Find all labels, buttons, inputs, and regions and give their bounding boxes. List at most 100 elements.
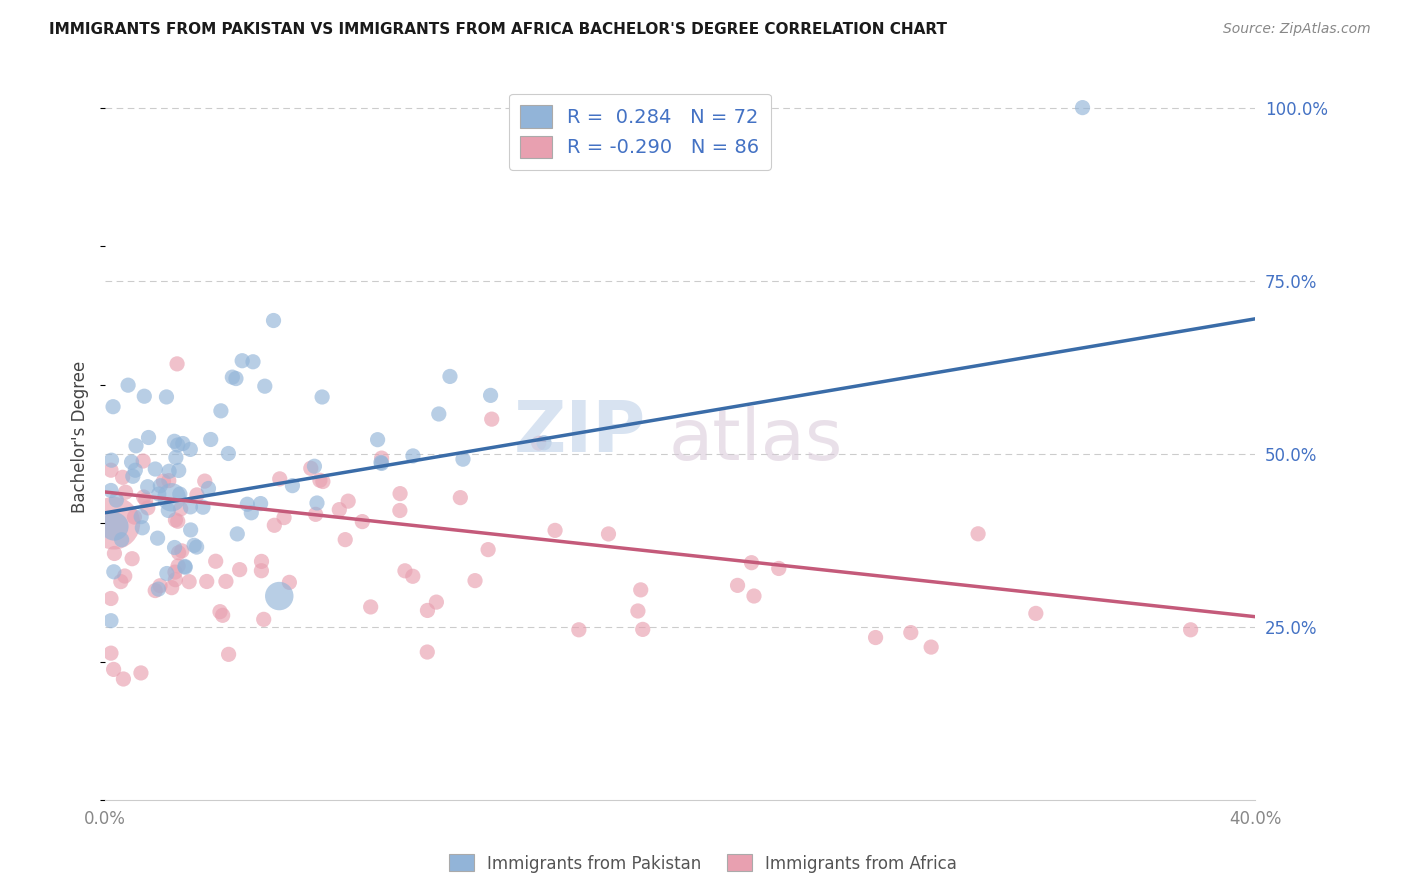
Point <box>136 500 159 515</box>
Point <box>129 509 152 524</box>
Point <box>630 582 652 597</box>
Point <box>477 542 499 557</box>
Point <box>217 446 239 460</box>
Point <box>218 648 240 662</box>
Point <box>304 508 326 522</box>
Point <box>370 455 392 469</box>
Point <box>172 436 194 450</box>
Point <box>179 500 201 514</box>
Point <box>215 574 238 589</box>
Point <box>100 591 122 606</box>
Point <box>367 433 389 447</box>
Point <box>741 556 763 570</box>
Point <box>169 487 191 501</box>
Point <box>146 531 169 545</box>
Point <box>278 575 301 590</box>
Point <box>352 515 374 529</box>
Point <box>191 500 214 515</box>
Point <box>121 551 143 566</box>
Point <box>439 369 461 384</box>
Point <box>427 407 450 421</box>
Point <box>155 390 177 404</box>
Point <box>263 518 285 533</box>
Point <box>451 452 474 467</box>
Point <box>117 378 139 392</box>
Point <box>236 497 259 511</box>
Point <box>425 595 447 609</box>
Point <box>370 457 392 471</box>
Text: atlas: atlas <box>669 406 844 475</box>
Point <box>1071 101 1094 115</box>
Point <box>269 589 291 603</box>
Point <box>166 514 188 528</box>
Point <box>304 459 326 474</box>
Point <box>1180 623 1202 637</box>
Point <box>533 435 555 450</box>
Point <box>166 438 188 452</box>
Text: Source: ZipAtlas.com: Source: ZipAtlas.com <box>1223 22 1371 37</box>
Point <box>179 442 201 457</box>
Point <box>402 569 425 583</box>
Point <box>103 516 125 531</box>
Text: ZIP: ZIP <box>513 399 645 467</box>
Point <box>394 564 416 578</box>
Point <box>328 502 350 516</box>
Point <box>305 496 328 510</box>
Point <box>160 491 183 505</box>
Point <box>631 623 654 637</box>
Point <box>124 463 146 477</box>
Point <box>544 524 567 538</box>
Point <box>152 474 174 488</box>
Point <box>167 546 190 560</box>
Point <box>174 560 197 574</box>
Point <box>273 510 295 524</box>
Point <box>211 608 233 623</box>
Point <box>226 527 249 541</box>
Point <box>209 404 232 418</box>
Point <box>742 589 765 603</box>
Point <box>481 412 503 426</box>
Point <box>163 434 186 449</box>
Legend: Immigrants from Pakistan, Immigrants from Africa: Immigrants from Pakistan, Immigrants fro… <box>443 847 963 880</box>
Point <box>240 506 263 520</box>
Point <box>163 541 186 555</box>
Point <box>179 574 201 589</box>
Point <box>263 313 285 327</box>
Point <box>208 605 231 619</box>
Point <box>121 455 143 469</box>
Point <box>167 463 190 477</box>
Point <box>143 583 166 598</box>
Point <box>402 449 425 463</box>
Point <box>186 488 208 502</box>
Point <box>157 464 180 478</box>
Point <box>370 451 392 466</box>
Point <box>148 487 170 501</box>
Point <box>242 355 264 369</box>
Point <box>627 604 650 618</box>
Point <box>228 563 250 577</box>
Point <box>249 497 271 511</box>
Point <box>768 561 790 575</box>
Point <box>865 631 887 645</box>
Point <box>967 526 990 541</box>
Point <box>166 357 188 371</box>
Point <box>312 475 335 489</box>
Point <box>112 672 135 686</box>
Point <box>269 472 291 486</box>
Point <box>253 612 276 626</box>
Point <box>598 527 620 541</box>
Point <box>299 461 322 475</box>
Point <box>1025 607 1047 621</box>
Point <box>134 389 156 403</box>
Point <box>727 578 749 592</box>
Point <box>100 614 122 628</box>
Point <box>180 523 202 537</box>
Point <box>173 559 195 574</box>
Point <box>121 469 143 483</box>
Point <box>135 492 157 507</box>
Point <box>149 579 172 593</box>
Point <box>143 462 166 476</box>
Point <box>110 574 132 589</box>
Point <box>281 478 304 492</box>
Point <box>389 486 412 500</box>
